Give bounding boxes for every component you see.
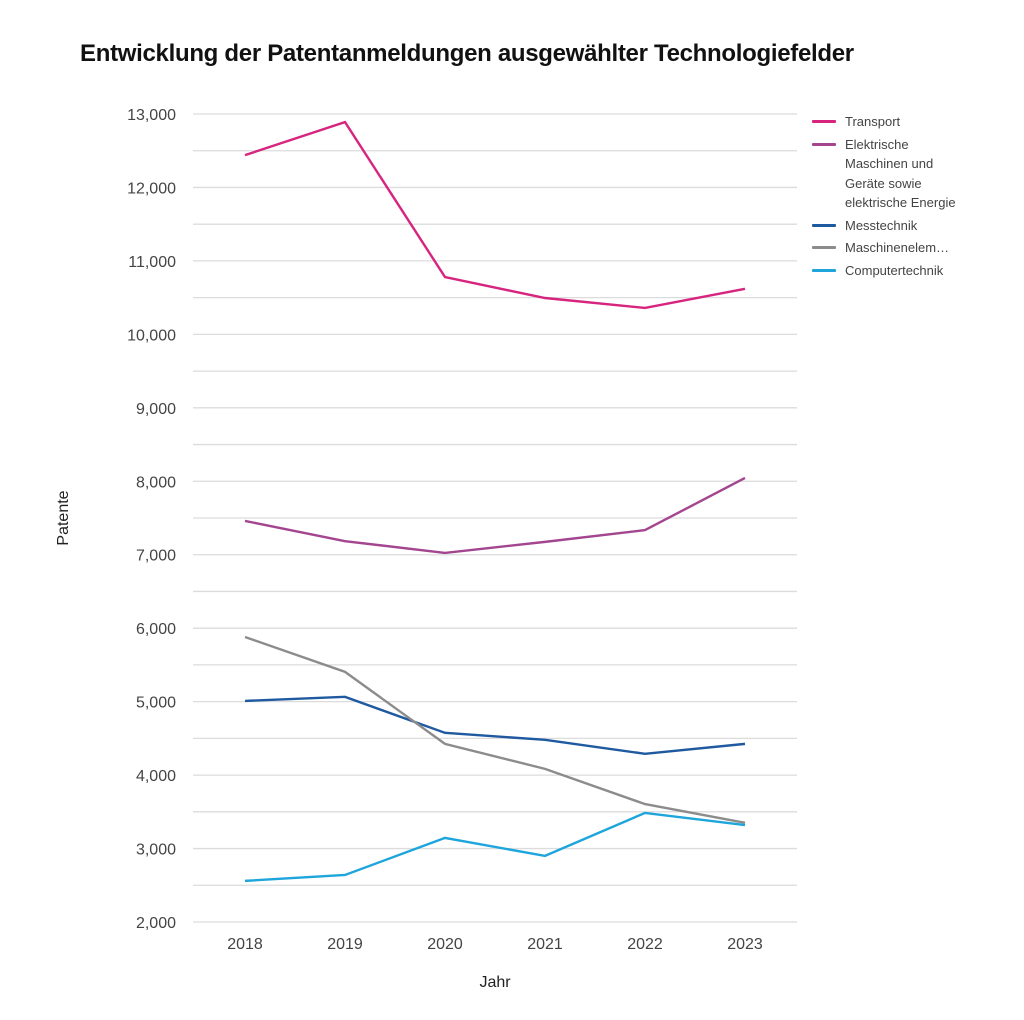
legend-item[interactable]: Transport xyxy=(812,112,972,132)
x-tick-label: 2020 xyxy=(427,936,463,953)
legend-label: Transport xyxy=(845,114,901,129)
legend-swatch xyxy=(812,268,836,272)
series-line-computertechnik[interactable] xyxy=(244,811,746,883)
legend-item[interactable]: Messtechnik xyxy=(812,216,972,236)
legend-item[interactable]: Elektrische Maschinen und Geräte sowie e… xyxy=(812,135,972,213)
grid-lines xyxy=(193,113,797,923)
legend-label: Computertechnik xyxy=(845,262,944,278)
series-line-transport[interactable] xyxy=(244,120,746,310)
series-line-elektrische-maschinen-und-ger-te-sowie-elektrische-energie[interactable] xyxy=(244,476,746,555)
legend-label: Maschinenelem… xyxy=(845,240,950,255)
y-tick-label: 9,000 xyxy=(136,401,176,418)
y-axis-title: Patente xyxy=(55,490,72,545)
y-tick-label: 2,000 xyxy=(136,915,176,932)
x-tick-label: 2021 xyxy=(527,936,563,953)
series-line-maschinenelemente[interactable] xyxy=(244,635,746,825)
x-tick-label: 2018 xyxy=(227,936,263,953)
y-tick-label: 3,000 xyxy=(136,842,176,859)
x-tick-label: 2023 xyxy=(727,936,763,953)
y-tick-label: 10,000 xyxy=(127,327,176,344)
y-tick-label: 6,000 xyxy=(136,621,176,638)
legend-label: Elektrische Maschinen und Geräte sowie e… xyxy=(845,136,956,211)
legend-swatch xyxy=(812,223,836,227)
x-tick-label: 2022 xyxy=(627,936,663,953)
legend-swatch xyxy=(812,142,836,146)
y-axis-ticks: 2,000 3,000 4,000 5,000 6,000 7,000 8,000 9,000… xyxy=(127,107,176,932)
y-tick-label: 5,000 xyxy=(136,695,176,712)
legend-item[interactable]: Computertechnik xyxy=(812,261,972,281)
y-tick-label: 11,000 xyxy=(128,254,176,271)
legend: Transport Elektrische Maschinen und Gerät… xyxy=(812,112,972,283)
x-axis-title: Jahr xyxy=(479,974,511,991)
x-axis-ticks: 2018 2019 2020 2021 2022 2023 xyxy=(227,936,763,953)
legend-item[interactable]: Maschinenelem… xyxy=(812,238,972,258)
y-tick-label: 12,000 xyxy=(127,180,176,197)
series-line-messtechnik[interactable] xyxy=(244,695,746,755)
series-lines xyxy=(244,120,746,883)
legend-label: Messtechnik xyxy=(845,217,918,233)
chart-title: Entwicklung der Patentanmeldungen ausgew… xyxy=(80,40,854,67)
x-tick-label: 2019 xyxy=(327,936,363,953)
legend-swatch xyxy=(812,246,836,249)
legend-swatch xyxy=(812,120,836,123)
y-tick-label: 13,000 xyxy=(127,107,176,124)
y-tick-label: 7,000 xyxy=(136,548,176,565)
y-tick-label: 4,000 xyxy=(136,768,176,785)
y-tick-label: 8,000 xyxy=(136,474,176,491)
